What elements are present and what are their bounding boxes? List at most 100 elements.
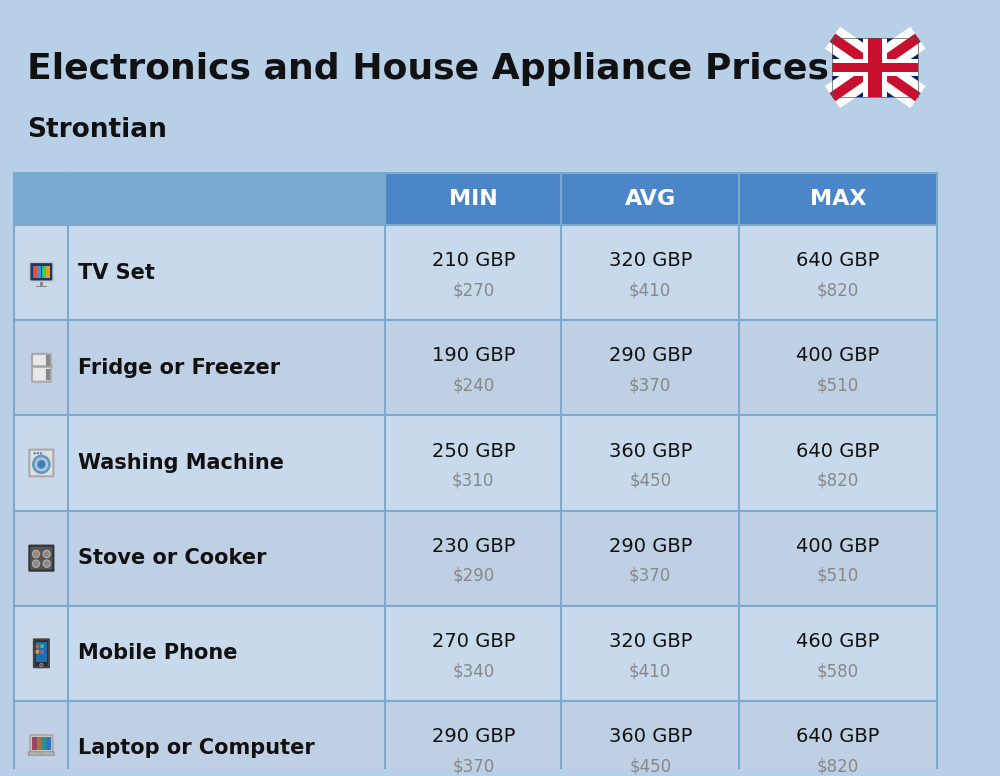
Bar bbox=[385, 606, 561, 701]
Bar bbox=[33, 265, 37, 278]
Bar bbox=[385, 320, 561, 415]
Text: 640 GBP: 640 GBP bbox=[796, 442, 880, 461]
Bar bbox=[561, 606, 739, 701]
Bar bbox=[68, 225, 385, 320]
Text: Strontian: Strontian bbox=[27, 117, 167, 143]
Bar bbox=[14, 320, 68, 415]
Text: $270: $270 bbox=[452, 282, 494, 300]
Circle shape bbox=[33, 560, 40, 567]
FancyBboxPatch shape bbox=[30, 735, 53, 752]
FancyBboxPatch shape bbox=[29, 449, 53, 476]
Text: 640 GBP: 640 GBP bbox=[796, 727, 880, 746]
Bar bbox=[868, 38, 882, 97]
Bar bbox=[40, 282, 43, 286]
Text: 290 GBP: 290 GBP bbox=[432, 727, 515, 746]
Bar bbox=[739, 225, 937, 320]
Bar bbox=[739, 174, 937, 225]
Bar bbox=[739, 320, 937, 415]
Bar bbox=[385, 415, 561, 511]
Text: Electronics and House Appliance Prices: Electronics and House Appliance Prices bbox=[27, 51, 829, 85]
FancyBboxPatch shape bbox=[40, 650, 44, 653]
Text: $240: $240 bbox=[452, 376, 494, 395]
Circle shape bbox=[37, 460, 45, 469]
Bar bbox=[561, 320, 739, 415]
Bar bbox=[68, 320, 385, 415]
Bar bbox=[14, 606, 68, 701]
FancyBboxPatch shape bbox=[40, 644, 44, 648]
Bar bbox=[46, 265, 50, 278]
Bar bbox=[46, 737, 51, 750]
Bar bbox=[385, 225, 561, 320]
Bar bbox=[385, 511, 561, 606]
Text: 400 GBP: 400 GBP bbox=[796, 537, 880, 556]
FancyBboxPatch shape bbox=[36, 644, 39, 648]
Bar bbox=[863, 38, 887, 97]
Bar bbox=[37, 265, 41, 278]
Text: 460 GBP: 460 GBP bbox=[796, 632, 880, 651]
Bar bbox=[37, 737, 41, 750]
Text: $290: $290 bbox=[452, 567, 494, 585]
Circle shape bbox=[40, 663, 43, 667]
Text: Stove or Cooker: Stove or Cooker bbox=[78, 548, 267, 568]
Bar bbox=[68, 511, 385, 606]
Bar bbox=[739, 606, 937, 701]
Text: $820: $820 bbox=[817, 472, 859, 490]
Bar bbox=[68, 606, 385, 701]
Circle shape bbox=[43, 560, 50, 567]
Bar bbox=[14, 174, 385, 225]
Bar bbox=[32, 737, 37, 750]
Bar bbox=[739, 415, 937, 511]
Bar bbox=[14, 225, 68, 320]
Text: 190 GBP: 190 GBP bbox=[432, 346, 515, 365]
Bar bbox=[832, 63, 918, 72]
Text: 270 GBP: 270 GBP bbox=[432, 632, 515, 651]
Bar bbox=[385, 701, 561, 776]
FancyBboxPatch shape bbox=[32, 354, 51, 382]
Text: $410: $410 bbox=[629, 282, 671, 300]
Bar bbox=[385, 174, 561, 225]
Text: 400 GBP: 400 GBP bbox=[796, 346, 880, 365]
Text: 360 GBP: 360 GBP bbox=[609, 727, 692, 746]
Text: 210 GBP: 210 GBP bbox=[432, 251, 515, 270]
Text: 320 GBP: 320 GBP bbox=[609, 251, 692, 270]
Text: 290 GBP: 290 GBP bbox=[609, 346, 692, 365]
Bar bbox=[36, 286, 47, 287]
FancyBboxPatch shape bbox=[36, 650, 39, 653]
Circle shape bbox=[37, 452, 39, 455]
Bar bbox=[561, 225, 739, 320]
Text: $820: $820 bbox=[817, 282, 859, 300]
FancyBboxPatch shape bbox=[34, 639, 49, 667]
Bar bbox=[739, 701, 937, 776]
Bar bbox=[561, 511, 739, 606]
Text: $370: $370 bbox=[452, 757, 494, 775]
Text: $310: $310 bbox=[452, 472, 494, 490]
Text: MIN: MIN bbox=[449, 189, 498, 210]
Bar bbox=[14, 511, 68, 606]
Bar bbox=[68, 701, 385, 776]
Text: $450: $450 bbox=[629, 472, 671, 490]
Text: Mobile Phone: Mobile Phone bbox=[78, 643, 238, 663]
Bar bbox=[832, 38, 918, 97]
Circle shape bbox=[33, 456, 49, 473]
Circle shape bbox=[34, 452, 36, 455]
Bar bbox=[14, 701, 68, 776]
Text: Fridge or Freezer: Fridge or Freezer bbox=[78, 358, 280, 378]
Circle shape bbox=[40, 452, 42, 455]
Text: AVG: AVG bbox=[625, 189, 676, 210]
Text: 640 GBP: 640 GBP bbox=[796, 251, 880, 270]
Text: $370: $370 bbox=[629, 376, 671, 395]
Text: TV Set: TV Set bbox=[78, 262, 155, 282]
Bar bbox=[32, 737, 51, 750]
Bar bbox=[739, 511, 937, 606]
Text: Laptop or Computer: Laptop or Computer bbox=[78, 739, 315, 758]
FancyArrow shape bbox=[34, 550, 38, 554]
Text: MAX: MAX bbox=[810, 189, 866, 210]
Text: $510: $510 bbox=[817, 376, 859, 395]
Text: 320 GBP: 320 GBP bbox=[609, 632, 692, 651]
Text: $580: $580 bbox=[817, 662, 859, 680]
Text: 290 GBP: 290 GBP bbox=[609, 537, 692, 556]
Bar bbox=[38, 753, 45, 754]
Text: 250 GBP: 250 GBP bbox=[432, 442, 515, 461]
Text: $450: $450 bbox=[629, 757, 671, 775]
Bar bbox=[832, 38, 918, 97]
